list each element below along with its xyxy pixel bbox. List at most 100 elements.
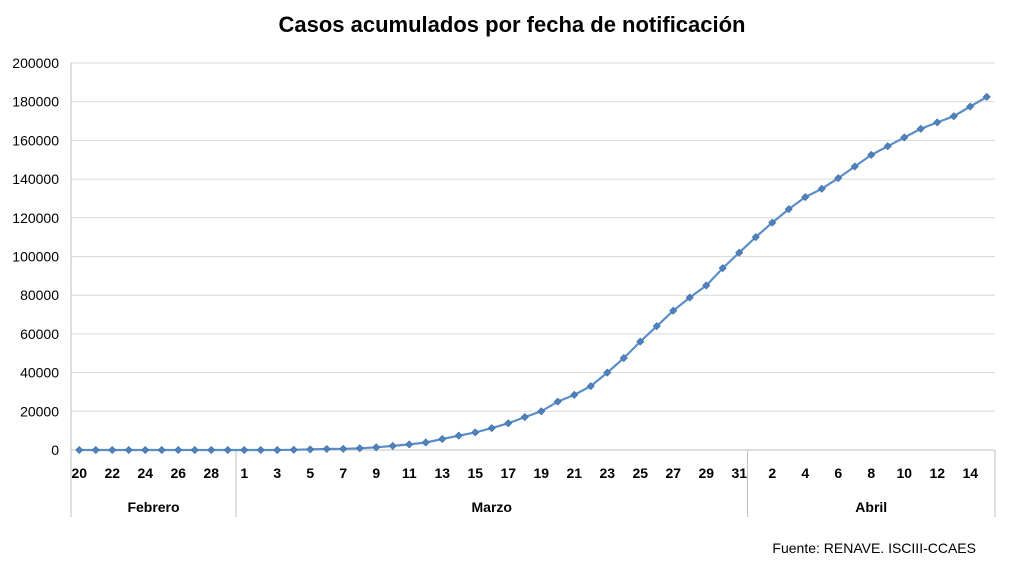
data-point xyxy=(553,397,562,406)
y-tick-label: 20000 xyxy=(20,403,59,419)
x-tick-label: 12 xyxy=(929,465,945,481)
x-tick-label: 27 xyxy=(665,465,681,481)
chart-title: Casos acumulados por fecha de notificaci… xyxy=(278,12,746,37)
data-point xyxy=(124,445,133,455)
x-tick-label: 7 xyxy=(339,465,347,481)
data-point xyxy=(751,233,760,242)
y-tick-label: 200000 xyxy=(12,55,59,71)
month-label: Marzo xyxy=(472,499,512,515)
data-point xyxy=(636,337,645,346)
y-tick-label: 140000 xyxy=(12,171,59,187)
x-tick-label: 28 xyxy=(203,465,219,481)
month-label: Febrero xyxy=(127,499,179,515)
month-labels: Febrero Marzo Abril xyxy=(127,499,887,515)
data-point xyxy=(372,443,381,452)
x-tick-label: 19 xyxy=(533,465,549,481)
data-point xyxy=(685,293,694,302)
x-tick-label: 1 xyxy=(240,465,248,481)
data-point xyxy=(867,150,876,159)
x-tick-label: 9 xyxy=(372,465,380,481)
x-tick-label: 22 xyxy=(104,465,120,481)
y-tick-label: 100000 xyxy=(12,249,59,265)
data-point xyxy=(504,419,513,428)
x-tick-label: 11 xyxy=(402,465,417,481)
data-point xyxy=(784,205,793,214)
x-tick-label: 2 xyxy=(768,465,776,481)
y-tick-label: 0 xyxy=(51,442,59,458)
x-tick-labels: 20 22 24 26 28 1 3 5 7 9 11 13 15 17 19 21 23 25 27 29 31 2 4 6… xyxy=(71,465,978,481)
data-point xyxy=(223,445,232,455)
data-point xyxy=(966,102,975,111)
data-point xyxy=(207,445,216,455)
x-tick-label: 21 xyxy=(566,465,582,481)
gridlines xyxy=(71,62,995,412)
x-tick-label: 13 xyxy=(434,465,450,481)
data-point xyxy=(388,441,397,450)
x-tick-label: 8 xyxy=(867,465,875,481)
x-tick-label: 10 xyxy=(896,465,912,481)
data-point xyxy=(405,440,414,449)
data-point xyxy=(603,368,612,377)
data-point xyxy=(355,444,364,453)
data-point xyxy=(834,174,843,183)
x-tick-label: 31 xyxy=(731,465,747,481)
x-tick-label: 3 xyxy=(273,465,281,481)
data-point xyxy=(75,445,84,455)
y-tick-label: 160000 xyxy=(12,132,59,148)
x-tick-label: 20 xyxy=(71,465,87,481)
data-point xyxy=(487,424,496,433)
data-point xyxy=(306,445,315,454)
data-point xyxy=(900,133,909,142)
series-line xyxy=(79,95,988,452)
data-point xyxy=(586,382,595,391)
y-tick-label: 180000 xyxy=(12,94,59,110)
x-tick-label: 6 xyxy=(834,465,842,481)
data-point xyxy=(240,445,249,455)
month-label: Abril xyxy=(855,499,887,515)
data-point xyxy=(91,445,100,455)
x-tick-label: 4 xyxy=(801,465,809,481)
x-tick-label: 24 xyxy=(137,465,153,481)
data-point xyxy=(471,428,480,437)
data-point xyxy=(735,248,744,257)
x-tick-label: 14 xyxy=(962,465,978,481)
x-tick-label: 5 xyxy=(306,465,314,481)
data-point xyxy=(289,445,298,454)
x-tick-label: 29 xyxy=(698,465,714,481)
data-point xyxy=(520,413,529,422)
source-note: Fuente: RENAVE. ISCIII-CCAES xyxy=(772,540,976,556)
data-point xyxy=(801,193,810,202)
series-cases xyxy=(75,92,991,455)
data-point xyxy=(817,184,826,193)
data-point xyxy=(718,264,727,273)
data-point xyxy=(850,162,859,171)
y-tick-label: 80000 xyxy=(20,287,59,303)
data-point xyxy=(702,281,711,290)
y-tick-labels: 0 20000 40000 60000 80000 100000 120000 140000 1… xyxy=(12,55,59,458)
data-point xyxy=(949,112,958,121)
x-tick-label: 25 xyxy=(632,465,648,481)
data-point xyxy=(916,124,925,133)
data-point xyxy=(108,445,117,455)
y-tick-label: 40000 xyxy=(20,365,59,381)
data-point xyxy=(933,118,942,127)
data-point xyxy=(768,218,777,227)
data-point xyxy=(570,390,579,399)
data-point xyxy=(190,445,199,455)
data-point xyxy=(652,322,661,331)
x-tick-label: 15 xyxy=(467,465,483,481)
data-point xyxy=(438,434,447,443)
x-tick-label: 17 xyxy=(500,465,516,481)
data-point xyxy=(322,445,331,454)
data-point xyxy=(174,445,183,455)
y-tick-label: 60000 xyxy=(20,326,59,342)
x-tick-label: 26 xyxy=(170,465,186,481)
data-point xyxy=(537,407,546,416)
data-point xyxy=(339,444,348,453)
data-point xyxy=(157,445,166,455)
data-point xyxy=(669,306,678,315)
data-point xyxy=(883,142,892,151)
data-point xyxy=(141,445,150,455)
